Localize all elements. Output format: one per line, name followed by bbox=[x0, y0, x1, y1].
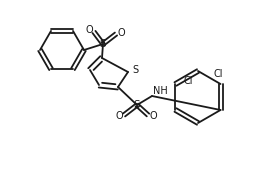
Text: Cl: Cl bbox=[214, 69, 223, 79]
Text: Cl: Cl bbox=[183, 76, 193, 86]
Text: O: O bbox=[115, 111, 123, 121]
Text: O: O bbox=[85, 25, 93, 35]
Text: S: S bbox=[134, 100, 140, 110]
Text: S: S bbox=[100, 39, 106, 49]
Text: O: O bbox=[149, 111, 157, 121]
Text: O: O bbox=[117, 28, 125, 38]
Text: S: S bbox=[132, 65, 138, 75]
Text: NH: NH bbox=[153, 86, 168, 96]
